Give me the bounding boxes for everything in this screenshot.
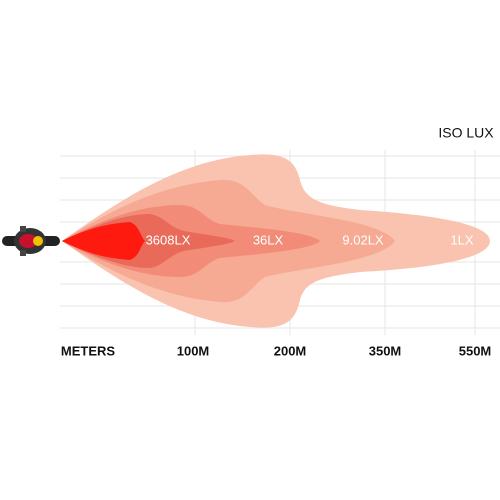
zone-label: 36LX	[253, 232, 284, 247]
zone-label: 3608LX	[146, 232, 191, 247]
distance-label: 100M	[177, 343, 210, 358]
beam	[62, 154, 490, 328]
legend-title: ISO LUX	[438, 125, 494, 141]
distance-label: 200M	[274, 343, 307, 358]
distance-label: 550M	[459, 343, 492, 358]
zone-3608lx	[62, 222, 145, 260]
zone-label: 9.02LX	[342, 232, 384, 247]
zone-label: 1LX	[450, 232, 473, 247]
axis-label: METERS	[61, 343, 116, 358]
distance-label: 350M	[369, 343, 402, 358]
motorcycle-icon	[2, 226, 60, 256]
